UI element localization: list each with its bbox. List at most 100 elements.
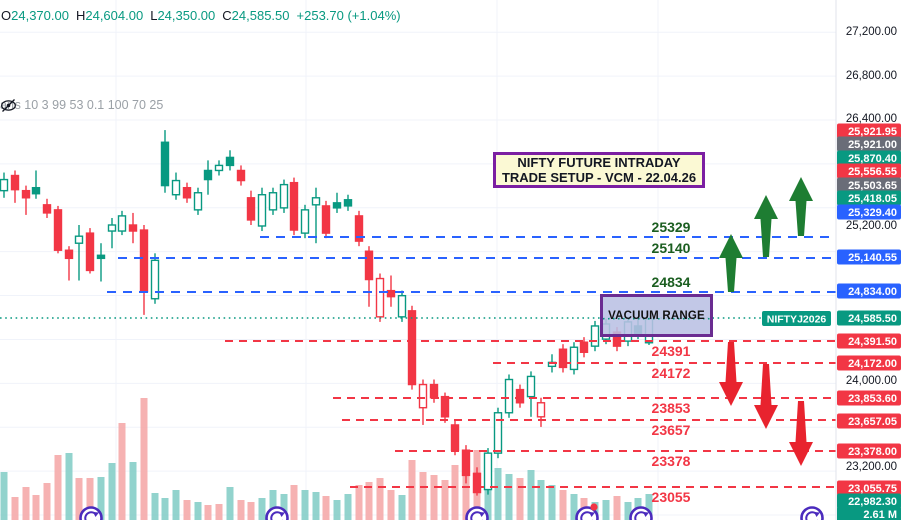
candle-body [397,294,407,318]
low-label: L [150,8,158,23]
ohlc-bar: O24,370.00 H24,604.00 L24,350.00 C24,585.50… [1,8,408,23]
volume-bar [505,474,513,520]
resistance-level-label[interactable]: 24834 [652,274,691,290]
vacuum-range-box[interactable]: VACUUM RANGE [600,294,713,337]
candle-body [171,179,181,196]
volume-bar [322,496,330,520]
candle-body [0,178,9,192]
volume-bar [247,502,255,520]
candle-body [193,192,203,211]
axis-price-badge [837,355,901,371]
event-marker-icon[interactable] [800,506,824,520]
axis-price-badge [837,190,901,206]
volume-bar [387,490,395,520]
resistance-level-label[interactable]: 25329 [652,219,691,235]
resistance-level-label[interactable]: 25140 [652,240,691,256]
candle-body [407,310,417,386]
volume-bar [494,468,502,520]
volume-bar [376,478,384,520]
event-marker-arrow-icon [580,511,593,520]
candle-body [214,164,224,172]
axis-price-badge-label: 24,585.50 [848,313,897,325]
event-marker-icon[interactable] [629,506,653,520]
event-marker-icon[interactable] [465,506,489,520]
candle-body [429,383,439,399]
candle-body [150,259,160,300]
candle-body [300,209,310,234]
axis-price-badge [837,204,901,220]
support-level-label[interactable]: 23055 [652,489,691,505]
trade-setup-line1: NIFTY FUTURE INTRADAY [517,155,681,170]
candle-body [354,215,364,242]
up-arrow[interactable] [754,195,778,257]
open-value: 24,370.00 [11,8,69,23]
volume-bar [65,453,73,520]
volume-bar [194,502,202,520]
support-level-label[interactable]: 24391 [652,343,691,359]
candle-body [418,383,428,409]
volume-bar [613,496,621,520]
axis-price-badge-label: 24,391.50 [848,336,897,348]
volume-bar [161,498,169,520]
axis-price-label: 26,400.00 [846,113,897,125]
axis-price-badge [837,506,901,520]
axis-price-badge [837,413,901,429]
open-label: O [1,8,12,23]
low-value: 24,350.00 [157,8,216,23]
event-marker-arrowhead-icon [589,512,595,517]
event-marker-arrowhead-icon [279,512,285,517]
indicator-legend: arts 10 3 99 53 0.1 100 70 25 [0,98,163,112]
axis-price-badge-label: 23,853.60 [848,393,897,405]
axis-price-badge [837,493,901,509]
candle-body [128,224,138,232]
candle-body [504,378,514,414]
support-level-label[interactable]: 23853 [652,400,691,416]
close-label: C [222,8,232,23]
volume-bar [75,478,83,520]
volume-bar [151,493,159,520]
candle-body [74,235,84,244]
axis-price-badge-label: 2.61 M [863,509,897,520]
trade-setup-annotation[interactable]: NIFTY FUTURE INTRADAY TRADE SETUP - VCM … [493,152,705,188]
event-marker-icon[interactable] [265,506,289,520]
volume-bar [183,500,191,520]
event-marker-arrow-icon [84,511,97,520]
axis-price-badge [837,333,901,349]
vacuum-range-label: VACUUM RANGE [608,309,705,322]
event-marker-icon[interactable] [79,506,103,520]
axis-price-badge [837,283,901,299]
volume-bar [290,485,298,520]
support-level-label[interactable]: 23378 [652,453,691,469]
candle-body [558,348,568,369]
support-level-label[interactable]: 24172 [652,365,691,381]
down-arrow[interactable] [789,401,813,466]
candle-body [160,141,170,187]
volume-bar [237,500,245,520]
symbol-badge-label: NIFTYJ2026 [767,314,827,326]
axis-price-label: 26,800.00 [846,70,897,82]
volume-bar [97,477,105,520]
volume-bar [32,495,40,520]
volume-bar [624,502,632,520]
volume-bar [398,495,406,520]
up-arrow[interactable] [719,234,743,292]
volume-bar [570,494,578,520]
up-arrow[interactable] [789,177,813,236]
candle-body [21,189,31,199]
axis-price-label: 25,200.00 [846,220,897,232]
axis-price-badge-label: 23,657.05 [848,416,897,428]
volume-bar [0,472,8,520]
high-label: H [75,8,86,23]
axis-price-label: 23,200.00 [846,461,897,473]
candle-body [472,472,482,494]
eye-hidden-icon[interactable] [0,98,17,113]
candle-body [257,194,267,227]
down-arrow[interactable] [754,364,778,429]
axis-price-badge [837,150,901,166]
axis-price-badge-label: 22,982.30 [848,496,897,508]
down-arrow[interactable] [719,342,743,406]
volume-bar [462,458,470,520]
support-level-label[interactable]: 23657 [652,422,691,438]
axis-price-badge [837,163,901,179]
